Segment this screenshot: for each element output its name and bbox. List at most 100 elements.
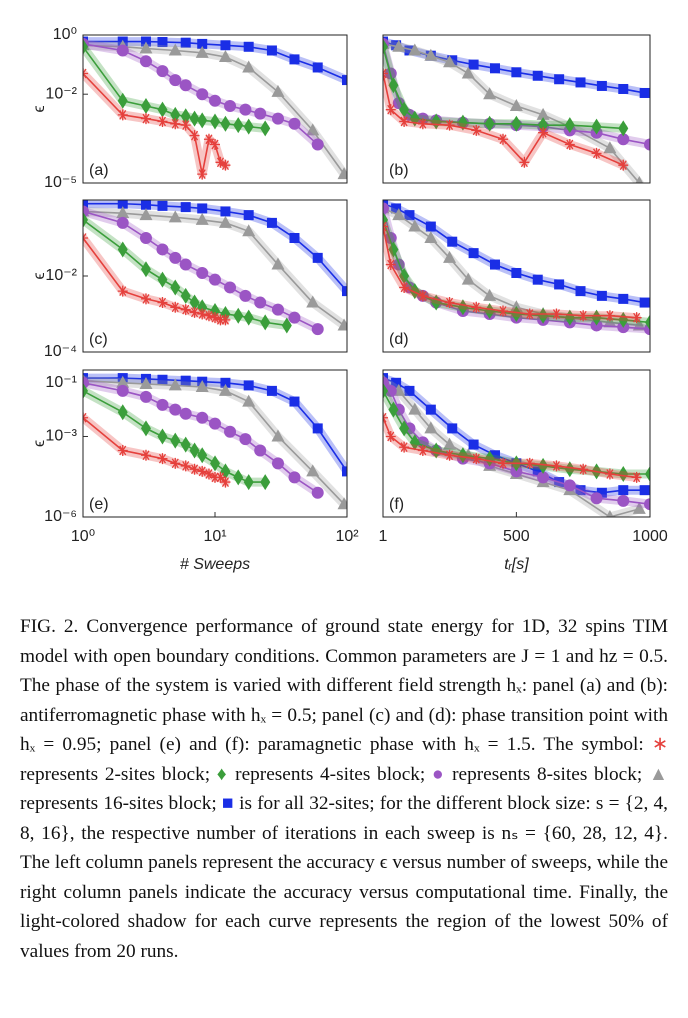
marker bbox=[157, 37, 168, 48]
marker bbox=[563, 479, 576, 492]
marker bbox=[383, 38, 388, 55]
marker bbox=[170, 301, 181, 313]
marker bbox=[618, 120, 629, 137]
marker bbox=[532, 274, 543, 285]
marker bbox=[312, 423, 323, 434]
marker bbox=[538, 457, 549, 474]
marker bbox=[243, 41, 254, 52]
marker bbox=[189, 463, 200, 475]
marker bbox=[195, 212, 209, 225]
marker bbox=[511, 306, 522, 322]
marker bbox=[220, 476, 231, 488]
marker bbox=[179, 258, 192, 271]
marker bbox=[157, 374, 168, 385]
caption: FIG. 2. Convergence performance of groun… bbox=[20, 612, 668, 966]
marker bbox=[116, 384, 129, 397]
marker bbox=[617, 133, 630, 146]
marker bbox=[197, 38, 208, 49]
caption-symbol: ∗ bbox=[651, 734, 668, 755]
caption-symbol: ♦ bbox=[216, 763, 229, 785]
marker bbox=[444, 119, 455, 131]
marker bbox=[604, 468, 615, 480]
marker bbox=[591, 118, 602, 135]
marker bbox=[220, 206, 231, 217]
marker bbox=[180, 287, 191, 304]
marker bbox=[564, 117, 575, 134]
marker bbox=[157, 453, 168, 465]
marker bbox=[457, 114, 468, 131]
marker bbox=[443, 55, 457, 68]
marker bbox=[233, 117, 244, 134]
marker bbox=[209, 94, 221, 107]
y-tick-label: 10⁻⁶ bbox=[44, 508, 77, 525]
panel-frame bbox=[82, 199, 348, 353]
marker bbox=[408, 219, 422, 232]
marker bbox=[210, 312, 220, 324]
y-tick-label: 10⁻⁴ bbox=[44, 343, 77, 360]
marker bbox=[461, 272, 475, 285]
marker bbox=[233, 469, 244, 486]
marker bbox=[140, 449, 151, 461]
marker bbox=[384, 384, 397, 397]
marker bbox=[471, 301, 482, 313]
marker bbox=[239, 289, 252, 302]
marker bbox=[140, 293, 151, 305]
marker bbox=[388, 401, 399, 418]
marker bbox=[471, 453, 482, 465]
marker bbox=[157, 428, 168, 445]
marker bbox=[140, 420, 151, 437]
marker bbox=[489, 450, 500, 461]
marker bbox=[215, 156, 226, 168]
marker bbox=[443, 437, 457, 450]
marker bbox=[306, 464, 320, 477]
x-tick-label: 10² bbox=[335, 528, 359, 545]
x-axis-label: tᵣ[s] bbox=[504, 556, 529, 573]
x-tick-label: 10⁰ bbox=[71, 528, 95, 545]
marker bbox=[337, 318, 347, 331]
marker bbox=[417, 445, 428, 457]
marker bbox=[511, 115, 522, 132]
marker bbox=[532, 70, 543, 81]
marker bbox=[189, 294, 200, 311]
marker bbox=[243, 309, 254, 326]
marker bbox=[399, 281, 410, 293]
marker bbox=[157, 101, 168, 118]
marker bbox=[218, 50, 232, 63]
marker bbox=[639, 87, 650, 98]
marker bbox=[408, 43, 422, 56]
series-line bbox=[83, 44, 345, 175]
marker bbox=[536, 107, 550, 120]
marker bbox=[484, 302, 495, 319]
marker bbox=[554, 279, 565, 290]
panel-frame bbox=[82, 369, 348, 518]
marker bbox=[471, 124, 482, 136]
marker bbox=[209, 417, 221, 430]
marker bbox=[596, 80, 607, 91]
marker bbox=[260, 314, 271, 331]
series-line bbox=[83, 379, 345, 505]
plot bbox=[383, 373, 650, 517]
marker bbox=[157, 297, 168, 309]
plot bbox=[83, 36, 347, 180]
marker bbox=[408, 402, 422, 415]
marker bbox=[140, 200, 151, 210]
marker bbox=[551, 308, 562, 320]
marker bbox=[139, 41, 153, 54]
marker bbox=[288, 311, 301, 324]
marker bbox=[271, 112, 284, 125]
marker bbox=[266, 217, 277, 228]
marker bbox=[239, 433, 252, 446]
marker bbox=[409, 283, 420, 300]
marker bbox=[170, 432, 181, 449]
marker bbox=[189, 442, 200, 459]
marker bbox=[385, 259, 396, 271]
y-axis-label: ϵ bbox=[31, 440, 48, 447]
marker bbox=[306, 123, 320, 136]
panel-label: (a) bbox=[89, 162, 109, 179]
marker bbox=[399, 101, 410, 118]
marker bbox=[312, 252, 323, 263]
marker bbox=[510, 465, 523, 478]
marker bbox=[83, 211, 88, 228]
marker bbox=[117, 285, 128, 297]
